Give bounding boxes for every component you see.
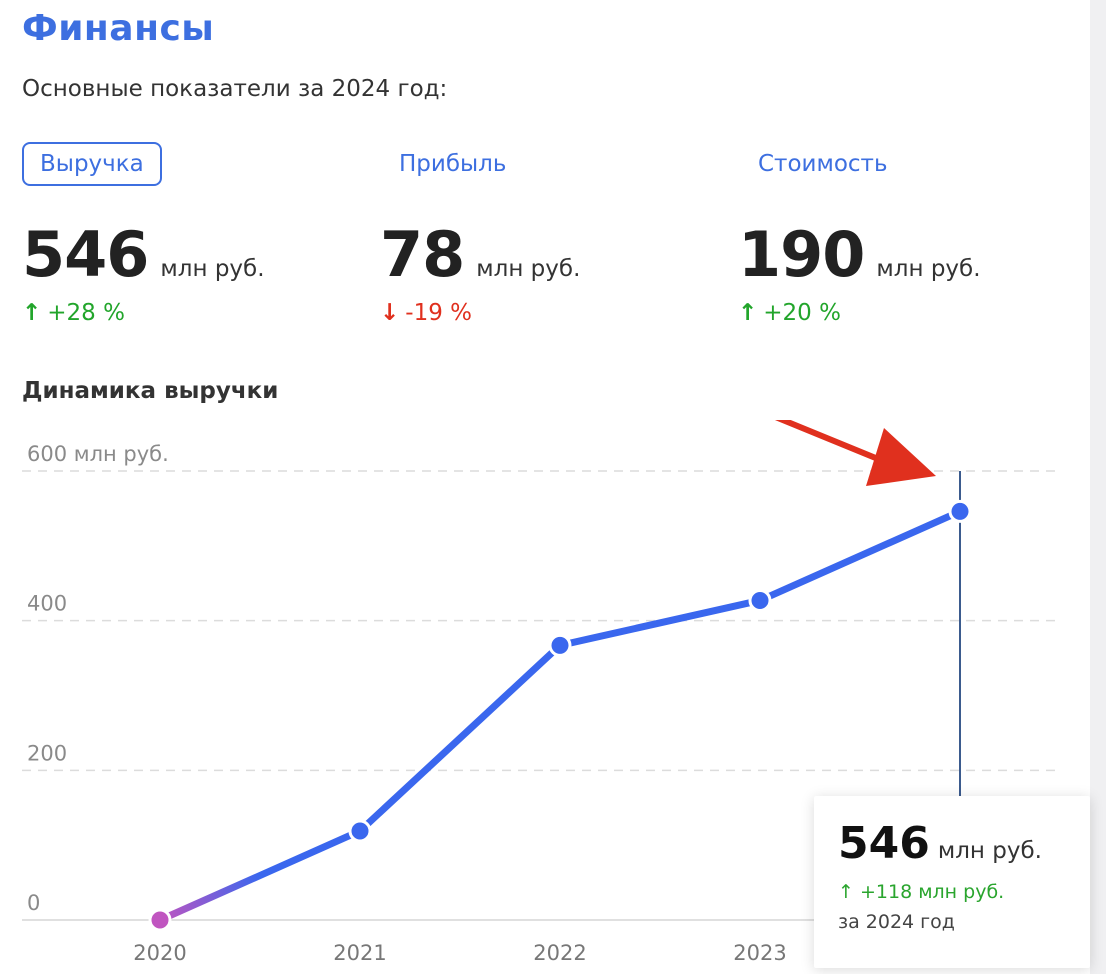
y-tick-label: 400 [27, 592, 67, 616]
page-title: Финансы [22, 8, 215, 49]
red-arrow-annotation [774, 420, 936, 486]
kpi-revenue: 546 млн руб. [22, 218, 265, 291]
chart-series-line [156, 507, 964, 924]
kpi-value-unit: млн руб. [876, 256, 981, 282]
kpi-revenue-change: ↑ +28 % [22, 300, 125, 326]
series-segment [156, 827, 364, 924]
kpi-value-change: ↑ +20 % [738, 300, 841, 326]
tooltip-unit: млн руб. [937, 838, 1042, 864]
kpi-revenue-unit: млн руб. [160, 256, 265, 282]
arrow-down-icon: ↓ [380, 300, 400, 326]
arrow-up-icon: ↑ [22, 300, 42, 326]
chart-y-axis: 0 200 400 600 млн руб. [27, 442, 169, 915]
page-subtitle: Основные показатели за 2024 год: [22, 76, 448, 102]
kpi-profit-value: 78 [380, 218, 465, 291]
data-point[interactable] [148, 908, 172, 932]
series-segment [556, 596, 764, 649]
kpi-revenue-value: 546 [22, 218, 149, 291]
y-tick-label: 600 млн руб. [27, 442, 169, 466]
kpi-profit-change-text: -19 % [405, 300, 473, 326]
kpi-profit-change: ↓ -19 % [380, 300, 472, 326]
tab-value[interactable]: Стоимость [758, 151, 888, 177]
kpi-profit: 78 млн руб. [380, 218, 580, 291]
tooltip-value: 546 [838, 818, 930, 869]
arrow-up-icon: ↑ [838, 881, 854, 903]
tab-profit[interactable]: Прибыль [399, 151, 507, 177]
tooltip-change: ↑ +118 млн руб. [838, 881, 1066, 903]
y-tick-label: 200 [27, 741, 67, 765]
arrow-up-icon: ↑ [738, 300, 758, 326]
x-tick-label: 2020 [133, 941, 186, 965]
x-tick-label: 2022 [533, 941, 586, 965]
tooltip-change-text: +118 млн руб. [859, 881, 1005, 903]
kpi-value: 190 млн руб. [738, 218, 981, 291]
revenue-line-chart[interactable]: 0 200 400 600 млн руб. 2020 2021 2022 2023 [0, 420, 1090, 974]
chart-tooltip: 546 млн руб. ↑ +118 млн руб. за 2024 год [814, 796, 1090, 968]
chart-title: Динамика выручки [22, 378, 279, 404]
kpi-revenue-change-text: +28 % [47, 300, 125, 326]
series-segment [356, 641, 564, 835]
kpi-profit-unit: млн руб. [476, 256, 581, 282]
tab-revenue[interactable]: Выручка [22, 142, 162, 186]
series-segment [756, 507, 964, 604]
y-tick-label: 0 [27, 891, 40, 915]
tooltip-period: за 2024 год [838, 911, 955, 933]
data-point[interactable] [748, 588, 772, 612]
x-tick-label: 2021 [333, 941, 386, 965]
kpi-value-value: 190 [738, 218, 865, 291]
data-point[interactable] [948, 499, 972, 523]
scrollbar-track[interactable] [1090, 0, 1106, 974]
x-tick-label: 2023 [733, 941, 786, 965]
data-point[interactable] [348, 819, 372, 843]
data-point[interactable] [548, 633, 572, 657]
kpi-value-change-text: +20 % [763, 300, 841, 326]
chart-points[interactable] [148, 499, 972, 932]
chart-x-axis: 2020 2021 2022 2023 [133, 941, 786, 965]
